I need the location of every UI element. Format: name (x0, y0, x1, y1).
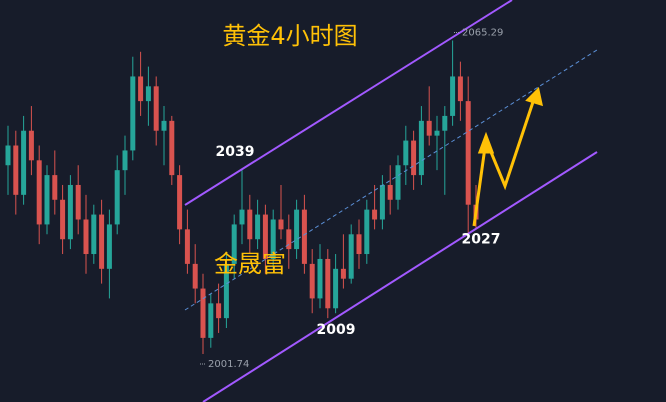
candle-body (169, 120, 175, 176)
price-tag: 2065.29 (462, 27, 503, 38)
candle-body (465, 101, 471, 205)
candle-body (403, 140, 409, 166)
candle-body (411, 140, 417, 176)
candle-body (52, 175, 58, 200)
candle-body (91, 214, 97, 255)
price-tag: 2001.74 (208, 359, 249, 370)
candle-body (130, 76, 136, 151)
candle-body (333, 268, 339, 309)
candle-body (348, 234, 354, 279)
candle-body (364, 209, 370, 255)
candle-body (239, 209, 245, 225)
level-label: 2009 (317, 322, 356, 338)
candle-body (36, 160, 42, 225)
level-label: 2039 (216, 144, 255, 160)
candle-body (44, 175, 50, 225)
candle-body (278, 219, 284, 230)
candle-body (325, 258, 331, 309)
candle-body (153, 86, 159, 131)
candle-body (106, 224, 112, 269)
candle-body (286, 229, 292, 250)
candle-body (223, 263, 229, 319)
channel-lower (202, 151, 598, 402)
candle-body (75, 184, 81, 220)
watermark: 金晟富 (214, 250, 286, 278)
candle-body (450, 76, 456, 116)
candle-body (99, 214, 105, 269)
candle-body (317, 258, 323, 299)
candle-body (457, 76, 463, 102)
candle-body (426, 120, 432, 136)
candle-body (262, 214, 268, 259)
candle-body (67, 184, 73, 240)
candle-body (200, 288, 206, 338)
candle-body (208, 303, 214, 338)
candle-body (442, 115, 448, 131)
candle-body (114, 170, 120, 225)
candle-body (122, 150, 128, 171)
candle-body (301, 209, 307, 264)
candle-body (161, 120, 167, 131)
level-label: 2027 (462, 231, 501, 247)
candle-body (395, 165, 401, 200)
candle-body (270, 219, 276, 259)
candle-body (60, 199, 66, 240)
candle-body (294, 209, 300, 250)
candle-body (138, 76, 144, 102)
chart-title: 黄金4小时图 (222, 22, 357, 50)
candle-body (434, 130, 440, 136)
candle-body (379, 184, 385, 220)
candle-body (216, 303, 222, 319)
candle-body (184, 229, 190, 264)
candle-body (372, 209, 378, 220)
candle-body (5, 145, 11, 166)
candle-body (309, 263, 315, 299)
forecast-arrows (472, 86, 544, 227)
candle-body (83, 219, 89, 255)
candle-body (21, 130, 27, 195)
candle-body (13, 145, 19, 195)
candles (5, 40, 479, 354)
channel-upper (184, 0, 513, 206)
candle-body (28, 130, 34, 161)
candle-body (247, 209, 253, 240)
candle-body (340, 268, 346, 279)
candle-body (418, 120, 424, 176)
candle-body (177, 175, 183, 230)
candle-body (231, 224, 237, 264)
candle-body (145, 86, 151, 102)
candle-body (192, 263, 198, 289)
candle-body (356, 234, 362, 255)
candle-body (387, 184, 393, 200)
candle-body (255, 214, 261, 240)
